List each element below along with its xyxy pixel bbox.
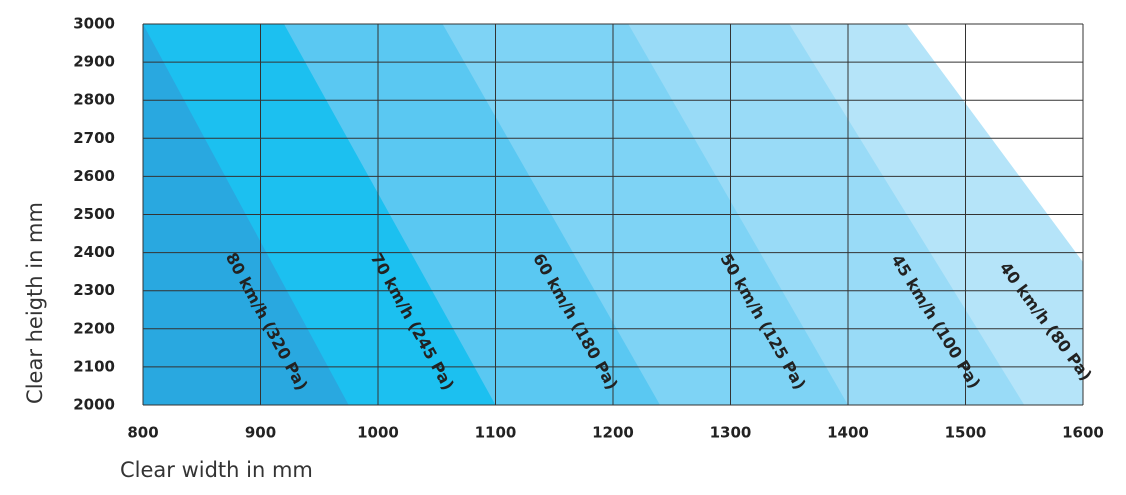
x-tick-label: 1600 bbox=[1062, 424, 1104, 442]
y-tick-label: 2700 bbox=[73, 129, 115, 147]
x-tick-label: 1500 bbox=[945, 424, 987, 442]
y-axis-title: Clear heigth in mm bbox=[23, 202, 47, 404]
x-axis-title: Clear width in mm bbox=[120, 458, 313, 482]
y-tick-label: 2500 bbox=[73, 205, 115, 223]
y-tick-label: 2800 bbox=[73, 91, 115, 109]
x-tick-label: 800 bbox=[127, 424, 158, 442]
y-tick-label: 2400 bbox=[73, 243, 115, 261]
x-tick-label: 1200 bbox=[592, 424, 634, 442]
x-tick-label: 900 bbox=[245, 424, 276, 442]
x-tick-label: 1000 bbox=[357, 424, 399, 442]
y-tick-label: 2900 bbox=[73, 53, 115, 71]
y-tick-label: 3000 bbox=[73, 15, 115, 33]
x-tick-label: 1400 bbox=[827, 424, 869, 442]
x-tick-label: 1100 bbox=[475, 424, 517, 442]
y-tick-label: 2300 bbox=[73, 281, 115, 299]
x-tick-label: 1300 bbox=[710, 424, 752, 442]
y-tick-label: 2200 bbox=[73, 319, 115, 337]
y-tick-label: 2100 bbox=[73, 357, 115, 375]
y-tick-label: 2600 bbox=[73, 167, 115, 185]
y-tick-label: 2000 bbox=[73, 396, 115, 414]
grid bbox=[142, 23, 1084, 406]
